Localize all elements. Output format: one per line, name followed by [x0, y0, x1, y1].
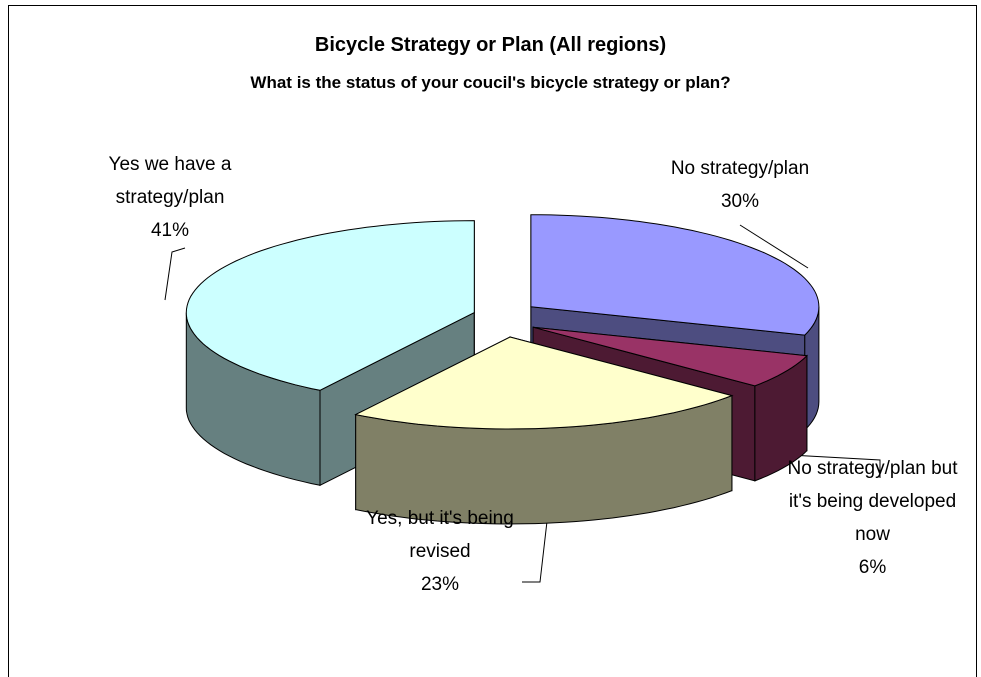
slice-value-label: 41%	[150, 220, 190, 241]
slice	[532, 326, 809, 387]
slice-value-label: 30%	[720, 191, 760, 212]
slice-value-label: 6%	[858, 557, 887, 578]
chart-subtitle: What is the status of your coucil's bicy…	[250, 73, 731, 92]
slice-value-label: 23%	[420, 574, 460, 595]
slice	[185, 220, 475, 391]
slice	[530, 214, 820, 336]
slice-label: No strategy/plan	[670, 158, 810, 179]
chart-border	[8, 5, 977, 677]
slice-label: Yes we have a strategy/plan	[108, 154, 232, 208]
slice-label: No strategy/plan but it's being develope…	[787, 458, 958, 545]
chart-title: Bicycle Strategy or Plan (All regions)	[314, 34, 667, 56]
slice-label: Yes, but it's being revised	[366, 508, 514, 562]
slice	[354, 336, 734, 430]
